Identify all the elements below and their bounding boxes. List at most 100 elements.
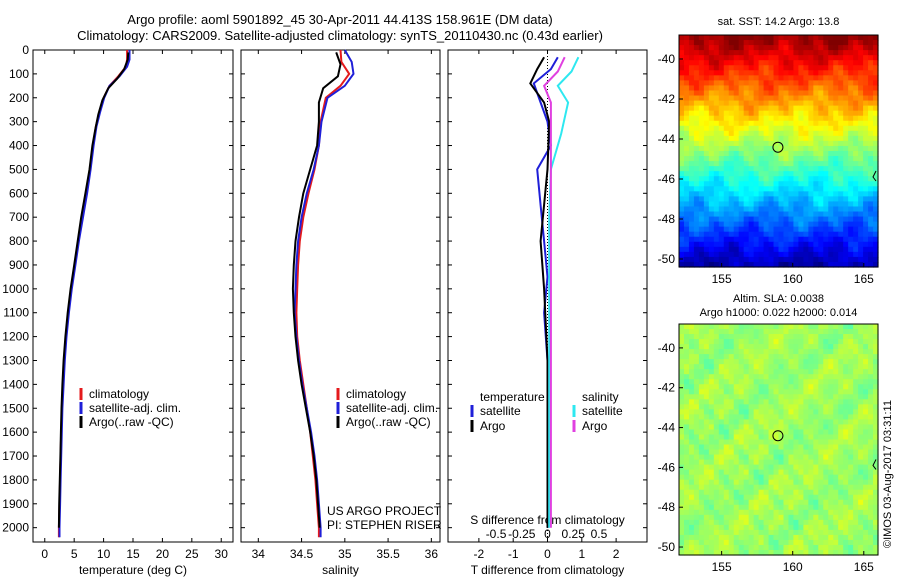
heatmap-cell [778,344,785,350]
heatmap-cell [803,499,809,506]
heatmap-cell [743,479,750,486]
heatmap-cell [768,489,775,496]
heatmap-cell [708,389,715,395]
heatmap-cell [853,414,859,421]
heatmap-cell [708,216,715,223]
heatmap-cell [813,329,819,335]
heatmap-cell [738,211,745,218]
heatmap-cell [808,514,814,521]
heatmap-cell [743,409,750,415]
heatmap-cell [863,140,869,147]
heatmap-cell [693,384,700,390]
heatmap-cell [768,474,775,481]
heatmap-cell [783,414,790,421]
heatmap-cell [698,246,705,253]
heatmap-cell [703,549,710,556]
heatmap-cell [748,256,755,263]
heatmap-cell [798,201,804,208]
heatmap-cell [838,474,844,481]
heatmap-cell [693,484,700,491]
heatmap-cell [698,404,705,410]
heatmap-cell [868,95,874,102]
heatmap-cell [818,125,824,132]
heatmap-cell [708,201,715,208]
heatmap-cell [743,211,750,218]
heatmap-cell [823,459,829,466]
heatmap-cell [758,226,765,233]
heatmap-cell [718,489,725,496]
heatmap-cell [738,156,745,162]
heatmap-cell [718,226,725,233]
heatmap-cell [873,120,879,127]
heatmap-cell [703,166,710,172]
heatmap-cell [748,419,755,426]
heatmap-cell [778,181,785,187]
heatmap-cell [748,105,755,112]
heatmap-cell [763,231,770,238]
heatmap-cell [708,419,715,426]
heatmap-cell [808,539,814,546]
heatmap-cell [688,374,695,380]
heatmap-cell [768,80,775,87]
heatmap-cell [798,439,804,446]
heatmap-cell [738,206,745,213]
heatmap-cell [828,186,834,192]
heatmap-cell [863,166,869,172]
heatmap-cell [718,166,725,172]
heatmap-cell [778,454,785,461]
heatmap-cell [679,434,685,441]
heatmap-cell [828,459,834,466]
heatmap-cell [693,324,700,330]
heatmap-cell [838,50,844,56]
heatmap-cell [803,379,809,385]
heatmap-cell [838,349,844,355]
heatmap-cell [723,256,730,263]
heatmap-cell [818,130,824,137]
heatmap-cell [793,359,799,365]
heatmap-cell [738,504,745,511]
heatmap-cell [758,539,765,546]
heatmap-cell [778,504,785,511]
heatmap-cell [838,236,844,243]
heatmap-cell [863,389,869,395]
heatmap-cell [843,489,849,496]
heatmap-cell [798,95,804,102]
legend-label: satellite [480,404,521,418]
heatmap-cell [868,231,874,238]
heatmap-cell [868,166,874,172]
heatmap-cell [813,549,819,556]
heatmap-cell [723,434,730,441]
heatmap-cell [848,166,854,172]
heatmap-cell [858,414,864,421]
heatmap-cell [713,479,720,486]
heatmap-cell [703,484,710,491]
heatmap-cell [828,246,834,253]
heatmap-cell [773,236,780,243]
heatmap-cell [843,50,849,56]
heatmap-cell [848,95,854,102]
heatmap-cell [853,246,859,253]
heatmap-cell [783,429,790,436]
heatmap-cell [843,90,849,97]
heatmap-cell [728,45,735,51]
heatmap-cell [718,181,725,187]
heatmap-cell [773,135,780,142]
heatmap-cell [863,226,869,233]
heatmap-cell [728,394,735,400]
heatmap-cell [853,444,859,451]
heatmap-cell [843,364,849,370]
heatmap-cell [703,196,710,203]
heatmap-cell [773,384,780,390]
heatmap-cell [818,439,824,446]
heatmap-cell [763,349,770,355]
heatmap-cell [743,379,750,385]
heatmap-cell [788,394,795,400]
heatmap-cell [683,251,690,258]
heatmap-cell [753,135,760,142]
heatmap-cell [748,166,755,172]
heatmap-cell [853,409,859,415]
heatmap-cell [763,70,770,76]
heatmap-cell [679,35,685,41]
heatmap-cell [793,544,799,551]
heatmap-cell [873,176,879,182]
